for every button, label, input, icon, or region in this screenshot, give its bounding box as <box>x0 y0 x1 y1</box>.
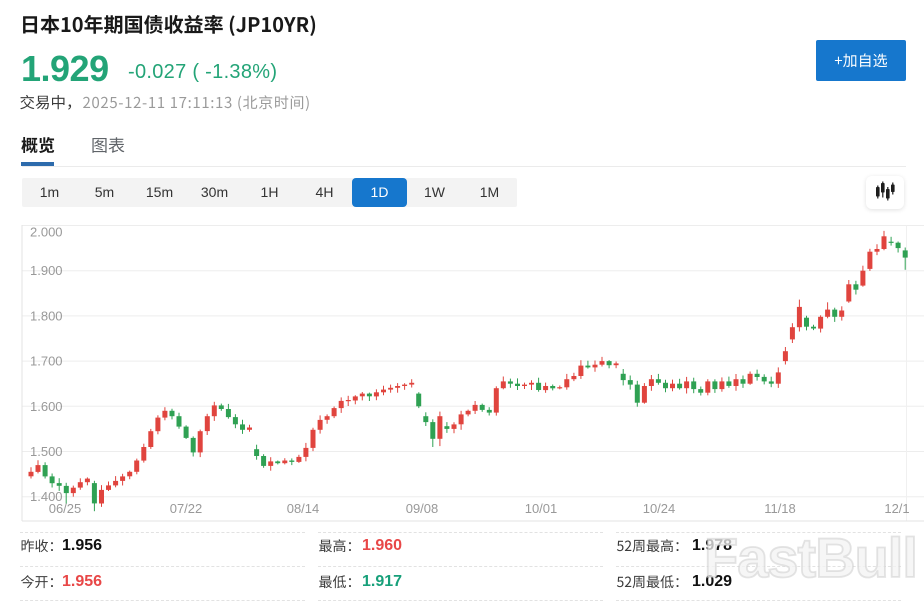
svg-text:1.400: 1.400 <box>30 489 63 504</box>
svg-text:1.800: 1.800 <box>30 308 63 323</box>
svg-text:10/01: 10/01 <box>525 501 558 516</box>
svg-text:10/24: 10/24 <box>643 501 676 516</box>
svg-text:06/25: 06/25 <box>49 501 82 516</box>
svg-text:1.900: 1.900 <box>30 263 63 278</box>
svg-text:11/18: 11/18 <box>764 501 796 516</box>
svg-text:1.700: 1.700 <box>30 354 63 369</box>
svg-text:09/08: 09/08 <box>406 501 439 516</box>
svg-text:12/1: 12/1 <box>884 501 909 516</box>
svg-text:2.000: 2.000 <box>30 225 63 240</box>
svg-text:08/14: 08/14 <box>287 501 320 516</box>
svg-text:1.500: 1.500 <box>30 444 63 459</box>
svg-text:1.600: 1.600 <box>30 399 63 414</box>
svg-text:07/22: 07/22 <box>170 501 203 516</box>
